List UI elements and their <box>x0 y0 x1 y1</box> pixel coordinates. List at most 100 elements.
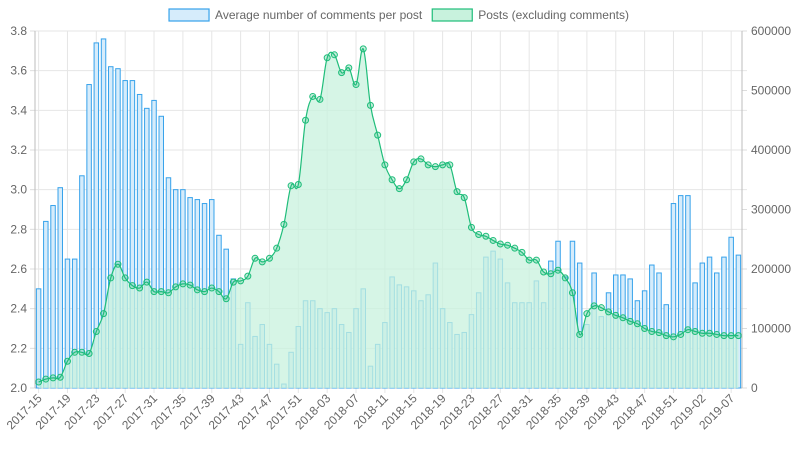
area-point[interactable] <box>374 131 382 139</box>
area-point[interactable] <box>439 161 447 169</box>
area-point[interactable] <box>619 314 627 322</box>
area-point[interactable] <box>677 330 685 338</box>
area-point[interactable] <box>229 278 237 286</box>
area-point[interactable] <box>258 258 266 266</box>
area-point[interactable] <box>518 248 526 256</box>
area-point[interactable] <box>626 317 634 325</box>
area-point[interactable] <box>540 268 548 276</box>
area-point[interactable] <box>309 92 317 100</box>
area-point[interactable] <box>612 311 620 319</box>
bar[interactable] <box>35 288 42 389</box>
area-point[interactable] <box>63 357 71 365</box>
area-point[interactable] <box>186 281 194 289</box>
area-point[interactable] <box>244 272 252 280</box>
area-point[interactable] <box>395 185 403 193</box>
area-point[interactable] <box>662 332 670 340</box>
area-point[interactable] <box>561 274 569 282</box>
area-point[interactable] <box>403 176 411 184</box>
bar[interactable] <box>43 220 49 389</box>
area-point[interactable] <box>489 236 497 244</box>
area-point[interactable] <box>547 270 555 278</box>
area-point[interactable] <box>590 302 598 310</box>
area-point[interactable] <box>251 254 259 262</box>
area-point[interactable] <box>554 266 562 274</box>
area-point[interactable] <box>525 256 533 264</box>
area-point[interactable] <box>42 375 50 383</box>
area-point[interactable] <box>201 288 209 296</box>
area-point[interactable] <box>734 332 742 340</box>
area-point[interactable] <box>100 310 108 318</box>
area-point[interactable] <box>172 283 180 291</box>
area-point[interactable] <box>684 326 692 334</box>
area-point[interactable] <box>691 327 699 335</box>
area-point[interactable] <box>78 348 86 356</box>
area-point[interactable] <box>323 54 331 62</box>
area-point[interactable] <box>648 327 656 335</box>
area-point[interactable] <box>71 348 79 356</box>
area-point[interactable] <box>215 288 223 296</box>
area-point[interactable] <box>56 373 64 381</box>
area-point[interactable] <box>222 295 230 303</box>
area-point[interactable] <box>410 158 418 166</box>
area-point[interactable] <box>121 274 129 282</box>
area-point[interactable] <box>114 260 122 268</box>
area-point[interactable] <box>237 277 245 285</box>
area-point[interactable] <box>49 374 57 382</box>
legend-item[interactable]: Average number of comments per post <box>168 8 423 22</box>
area-point[interactable] <box>496 240 504 248</box>
area-point[interactable] <box>193 286 201 294</box>
area-point[interactable] <box>641 325 649 332</box>
area-point[interactable] <box>338 69 346 77</box>
area-point[interactable] <box>605 308 613 316</box>
area-point[interactable] <box>475 230 483 238</box>
area-point[interactable] <box>706 329 714 337</box>
area-point[interactable] <box>417 155 425 163</box>
legend-item[interactable]: Posts (excluding comments) <box>431 8 629 22</box>
area-point[interactable] <box>532 256 540 264</box>
area-point[interactable] <box>143 278 151 286</box>
area-point[interactable] <box>359 45 367 53</box>
bar[interactable] <box>50 205 56 389</box>
area-point[interactable] <box>85 349 93 357</box>
area-point[interactable] <box>713 330 721 338</box>
bar[interactable] <box>86 84 92 389</box>
area-point[interactable] <box>265 254 273 262</box>
area-point[interactable] <box>35 378 43 386</box>
area-point[interactable] <box>294 181 302 189</box>
area-point[interactable] <box>136 284 144 292</box>
area-point[interactable] <box>698 329 706 337</box>
legend[interactable]: Average number of comments per post Posts… <box>168 8 629 22</box>
area-point[interactable] <box>720 332 728 340</box>
area-point[interactable] <box>727 332 735 340</box>
area-point[interactable] <box>576 330 584 338</box>
area-point[interactable] <box>352 81 360 89</box>
area-point[interactable] <box>511 244 519 252</box>
area-point[interactable] <box>467 223 475 231</box>
area-point[interactable] <box>388 176 396 184</box>
area-point[interactable] <box>655 329 663 337</box>
area-point[interactable] <box>150 288 158 296</box>
area-point[interactable] <box>164 289 172 297</box>
area-point[interactable] <box>482 232 490 240</box>
area-point[interactable] <box>453 188 461 196</box>
area-point[interactable] <box>633 320 641 328</box>
area-point[interactable] <box>287 182 295 190</box>
area-point[interactable] <box>460 194 468 202</box>
area-point[interactable] <box>157 288 165 296</box>
area-point[interactable] <box>302 116 310 124</box>
area-point[interactable] <box>128 282 136 290</box>
area-point[interactable] <box>446 161 454 169</box>
area-point[interactable] <box>92 327 100 335</box>
area-point[interactable] <box>597 304 605 312</box>
area-point[interactable] <box>381 161 389 169</box>
area-point[interactable] <box>330 51 338 59</box>
area-point[interactable] <box>583 310 591 318</box>
area-point[interactable] <box>273 244 281 252</box>
area-point[interactable] <box>345 64 353 72</box>
area-point[interactable] <box>504 241 512 249</box>
area-point[interactable] <box>107 274 115 282</box>
area-point[interactable] <box>424 161 432 169</box>
area-point[interactable] <box>208 284 216 292</box>
area-point[interactable] <box>568 289 576 297</box>
area-point[interactable] <box>366 101 374 109</box>
